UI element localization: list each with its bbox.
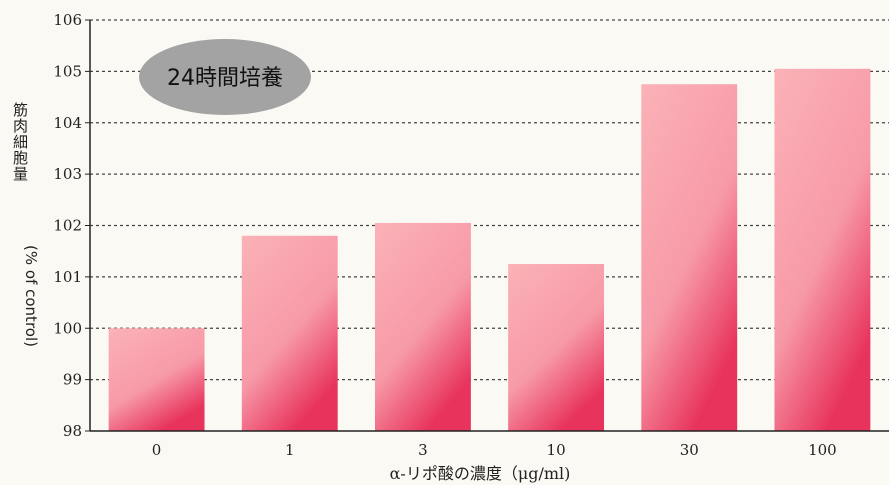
y-tick-label: 101 <box>53 268 82 286</box>
y-tick-labels: 98 99 100 101 102 103 104 105 106 <box>53 11 90 440</box>
x-tick-labels: 0 1 3 10 30 100 <box>152 441 837 459</box>
x-tick-label: 0 <box>152 441 162 459</box>
y-axis-label: 筋肉細胞量 (% of control) <box>11 102 40 347</box>
y-tick-label: 106 <box>53 11 82 29</box>
bar-0 <box>108 328 205 431</box>
y-tick-label: 104 <box>53 114 82 132</box>
y-tick-label: 99 <box>63 371 82 389</box>
x-tick-label: 30 <box>680 441 699 459</box>
y-axis-label-unit: (% of control) <box>22 245 40 347</box>
bar-1 <box>241 235 338 431</box>
x-tick-label: 100 <box>808 441 837 459</box>
x-tick-label: 10 <box>547 441 566 459</box>
badge-label: 24時間培養 <box>167 66 283 91</box>
bars <box>108 68 871 432</box>
bar-100 <box>774 68 871 432</box>
y-tick-label: 102 <box>53 217 82 235</box>
y-tick-label: 98 <box>63 422 82 440</box>
y-tick-label: 100 <box>53 319 82 337</box>
y-axis-label-jp: 筋肉細胞量 <box>11 102 29 182</box>
bar-3 <box>374 222 471 431</box>
y-tick-label: 103 <box>53 165 82 183</box>
badge-ellipse <box>139 39 311 115</box>
bar-30 <box>641 84 738 431</box>
bar-10 <box>508 264 605 431</box>
x-tick-label: 1 <box>285 441 295 459</box>
y-tick-label: 105 <box>53 62 82 80</box>
x-axis-label: α-リポ酸の濃度（μg/ml) <box>390 464 571 483</box>
x-tick-label: 3 <box>418 441 428 459</box>
culture-time-badge: 24時間培養 <box>139 39 311 115</box>
